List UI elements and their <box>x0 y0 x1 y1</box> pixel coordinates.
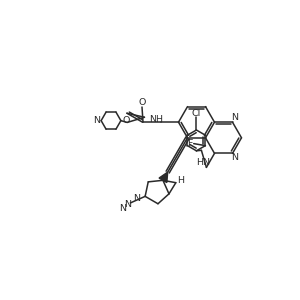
Text: N: N <box>124 200 131 209</box>
Text: Cl: Cl <box>192 109 201 118</box>
Text: N: N <box>232 153 238 162</box>
Text: F: F <box>187 139 192 148</box>
Text: O: O <box>139 98 146 107</box>
Polygon shape <box>159 172 168 183</box>
Text: NH: NH <box>149 115 164 124</box>
Text: N: N <box>133 194 140 203</box>
Text: N: N <box>232 113 238 122</box>
Text: N: N <box>93 116 100 125</box>
Text: O: O <box>122 116 130 125</box>
Text: H: H <box>177 176 184 185</box>
Text: N: N <box>119 204 126 213</box>
Text: HN: HN <box>196 158 210 167</box>
